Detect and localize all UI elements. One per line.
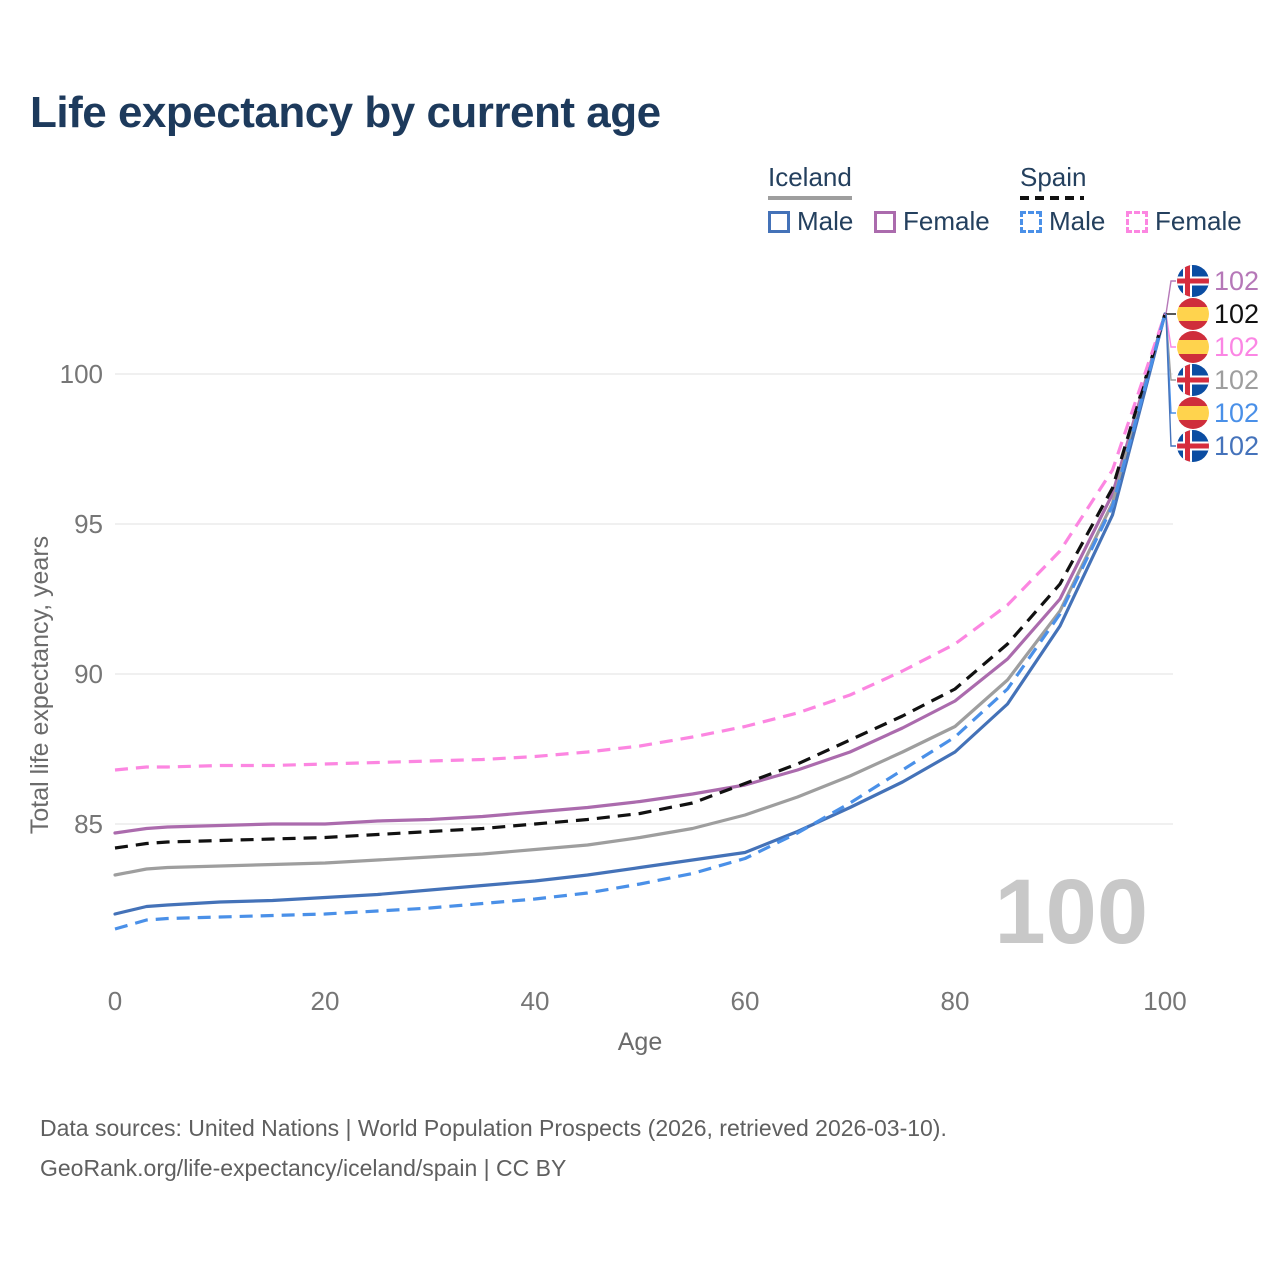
spain-flag-icon: [1177, 331, 1209, 363]
x-tick-label: 80: [941, 986, 970, 1016]
line-iceland_female: [113, 312, 1167, 835]
end-label-spain_both: 102: [1177, 298, 1259, 330]
end-label-spain_female: 102: [1177, 331, 1259, 363]
end-label-spain_male: 102: [1177, 397, 1259, 429]
y-tick-label: 100: [60, 359, 103, 389]
x-tick-label: 20: [311, 986, 340, 1016]
legend-item-spain-male: Male: [1020, 206, 1105, 237]
spain-flag-icon: [1177, 298, 1209, 330]
spain-female-swatch-icon: [1126, 210, 1148, 233]
x-tick-label: 40: [521, 986, 550, 1016]
y-tick-label: 85: [74, 809, 103, 839]
legend-item-spain-female: Female: [1126, 206, 1242, 237]
footer-note: Data sources: United Nations | World Pop…: [40, 1108, 947, 1189]
current-age-watermark: 100: [994, 861, 1149, 963]
iceland-flag-icon: [1177, 430, 1209, 462]
x-tick-label: 100: [1143, 986, 1186, 1016]
legend-item-iceland-female: Female: [874, 206, 990, 237]
end-label-value: 102: [1214, 332, 1259, 362]
iceland-female-swatch-icon: [874, 210, 896, 233]
iceland-male-swatch-icon: [768, 210, 790, 233]
line-iceland_both: [113, 312, 1167, 877]
end-label-leader: [1165, 313, 1176, 348]
spain-dashed-line-swatch: [1020, 196, 1084, 200]
line-spain_female: [114, 313, 1167, 772]
footer-source-url: GeoRank.org/life-expectancy/iceland/spai…: [40, 1155, 567, 1182]
y-tick-label: 95: [74, 509, 103, 539]
legend-label: Male: [1049, 206, 1106, 236]
end-label-iceland_female: 102: [1177, 265, 1259, 297]
line-spain_male: [114, 313, 1167, 931]
spain-flag-icon: [1177, 397, 1209, 429]
iceland-flag-icon: [1177, 364, 1209, 396]
iceland-flag-icon: [1177, 265, 1209, 297]
y-tick-label: 90: [74, 659, 103, 689]
legend-label: Female: [1155, 206, 1242, 236]
end-label-value: 102: [1214, 299, 1259, 329]
end-label-leader: [1165, 280, 1176, 315]
legend-label: Male: [797, 206, 854, 236]
footer-data-sources: Data sources: United Nations | World Pop…: [40, 1115, 947, 1141]
end-label-value: 102: [1214, 431, 1259, 461]
line-iceland_male: [113, 312, 1167, 916]
x-tick-label: 60: [731, 986, 760, 1016]
end-label-value: 102: [1214, 365, 1259, 395]
end-label-iceland_male: 102: [1177, 430, 1259, 462]
x-tick-label: 0: [108, 986, 122, 1016]
page-title: Life expectancy by current age: [30, 88, 661, 137]
end-label-iceland_both: 102: [1177, 364, 1259, 396]
x-axis-title: Age: [618, 1028, 662, 1056]
end-label-value: 102: [1214, 398, 1259, 428]
legend-group-iceland: Iceland: [768, 162, 852, 192]
chart-legend: Iceland Male Female Spain Male Female: [0, 160, 1280, 250]
line-spain_both: [114, 313, 1167, 850]
end-label-value: 102: [1214, 266, 1259, 296]
legend-group-spain: Spain: [1020, 162, 1087, 192]
spain-male-swatch-icon: [1020, 210, 1042, 233]
end-label-leader: [1165, 313, 1176, 447]
iceland-solid-line-swatch: [768, 196, 852, 200]
y-axis-title: Total life expectancy, years: [26, 536, 54, 834]
legend-label: Female: [903, 206, 990, 236]
legend-item-iceland-male: Male: [768, 206, 853, 237]
